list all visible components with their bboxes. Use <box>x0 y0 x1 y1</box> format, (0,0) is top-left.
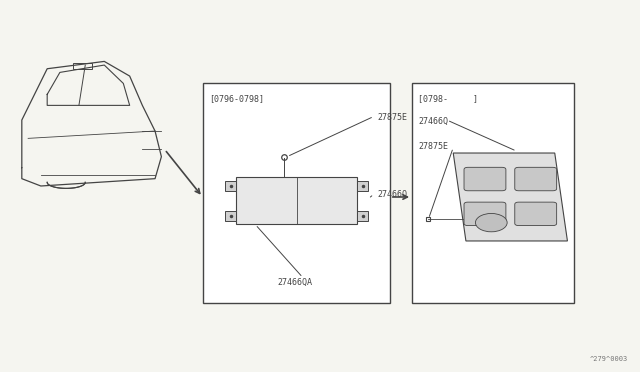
Text: 27875E: 27875E <box>419 142 449 151</box>
FancyBboxPatch shape <box>515 167 557 191</box>
Bar <box>225 180 236 191</box>
Text: [0796-0798]: [0796-0798] <box>209 94 264 103</box>
Bar <box>72 63 92 69</box>
Bar <box>356 180 368 191</box>
Text: [0798-     ]: [0798- ] <box>419 94 478 103</box>
Text: 27875E: 27875E <box>377 113 407 122</box>
Text: 27466QA: 27466QA <box>278 278 312 287</box>
Text: 27466Q: 27466Q <box>419 117 449 126</box>
Bar <box>225 211 236 221</box>
Bar <box>203 83 390 303</box>
FancyBboxPatch shape <box>464 167 506 191</box>
Polygon shape <box>453 153 568 241</box>
Bar <box>356 211 368 221</box>
Circle shape <box>476 214 507 232</box>
FancyBboxPatch shape <box>464 202 506 225</box>
FancyBboxPatch shape <box>515 202 557 225</box>
Bar <box>412 83 574 303</box>
Text: 27466Q: 27466Q <box>377 190 407 199</box>
Text: ^279^0003: ^279^0003 <box>589 356 628 362</box>
Bar <box>236 177 356 224</box>
